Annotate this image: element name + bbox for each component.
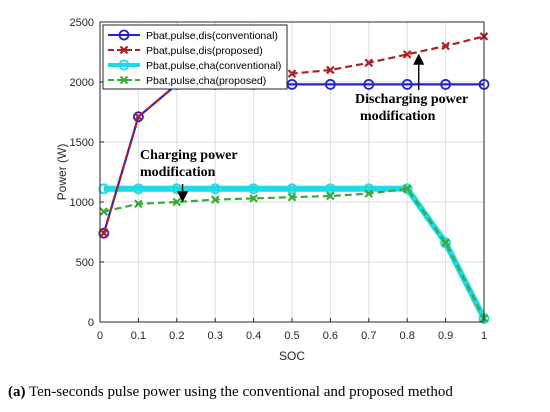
- data-point: [132, 111, 144, 123]
- marker-stroke: [134, 112, 143, 122]
- x-tick-label: 0.1: [131, 330, 146, 342]
- figure-caption: (a) Ten-seconds pulse power using the co…: [8, 384, 548, 401]
- y-tick-label: 2000: [70, 77, 94, 89]
- legend-label: Pbat,pulse,dis(proposed): [146, 45, 263, 57]
- data-point: [364, 189, 374, 198]
- data-point: [364, 58, 374, 68]
- marker-stroke: [119, 75, 129, 85]
- data-point: [134, 199, 143, 209]
- caption-label: (a): [8, 384, 26, 400]
- annotation-text: Discharging power: [355, 92, 468, 107]
- annotations: Discharging power modification Charging po…: [140, 53, 468, 203]
- data-point: [209, 183, 221, 195]
- data-point: [440, 237, 452, 249]
- caption-text: Ten-seconds pulse power using the conven…: [25, 384, 453, 400]
- data-point: [99, 228, 109, 238]
- x-tick-label: 0.3: [208, 330, 223, 342]
- data-point: [287, 192, 297, 202]
- series-line-3: [103, 185, 487, 320]
- marker-stroke: [326, 191, 335, 201]
- marker-stroke: [364, 58, 374, 68]
- data-point: [99, 207, 109, 216]
- x-tick-label: 0: [97, 330, 103, 342]
- data-point: [287, 69, 297, 78]
- marker-stroke: [402, 50, 412, 59]
- marker-stroke: [364, 189, 374, 198]
- marker-stroke: [287, 69, 297, 78]
- x-tick-label: 0.8: [400, 330, 415, 342]
- marker-stroke: [402, 184, 412, 194]
- marker-stroke: [249, 194, 258, 203]
- y-axis-label: Power (W): [55, 144, 69, 201]
- marker-stroke: [99, 207, 109, 216]
- x-tick-label: 0.9: [438, 330, 453, 342]
- tick-labels: 0 0.1 0.2 0.3 0.4 0.5 0.6 0.7 0.8 0.9 1 0 500 1000 150…: [70, 17, 488, 342]
- legend: Pbat,pulse,dis(conventional) Pbat,pulse,d…: [102, 24, 288, 90]
- data-point: [402, 184, 412, 194]
- data-point: [324, 79, 336, 90]
- data-point: [363, 79, 375, 90]
- data-point: [401, 79, 413, 90]
- data-point: [326, 65, 335, 75]
- y-tick-label: 0: [88, 317, 94, 329]
- y-tick-label: 1500: [70, 137, 94, 149]
- x-tick-label: 0.4: [246, 330, 261, 342]
- annotation-text: modification: [140, 165, 216, 180]
- annotation-text: modification: [360, 109, 436, 124]
- data-point: [324, 183, 336, 195]
- data-point: [402, 50, 412, 59]
- marker-stroke: [441, 238, 450, 248]
- annotation-text: Charging power: [140, 148, 238, 163]
- data-point: [210, 195, 220, 204]
- marker-stroke: [99, 228, 109, 238]
- data-point: [98, 227, 110, 239]
- legend-marker: [118, 59, 130, 71]
- marker-stroke: [287, 192, 297, 202]
- marker-stroke: [134, 199, 143, 209]
- data-point: [171, 183, 183, 195]
- legend-label: Pbat,pulse,dis(conventional): [146, 30, 278, 42]
- data-point: [132, 183, 144, 195]
- data-point: [286, 183, 298, 195]
- legend-marker: [118, 29, 130, 41]
- x-tick-label: 0.7: [361, 330, 376, 342]
- marker-stroke: [326, 65, 335, 75]
- data-point: [441, 41, 450, 51]
- x-tick-label: 1: [481, 330, 487, 342]
- data-point: [98, 183, 110, 195]
- marker-stroke: [441, 41, 450, 51]
- legend-marker: [119, 75, 129, 85]
- x-tick-label: 0.5: [284, 330, 299, 342]
- series-group: [98, 32, 490, 324]
- data-point: [441, 238, 450, 248]
- x-tick-label: 0.6: [323, 330, 338, 342]
- data-point: [248, 183, 260, 195]
- plot-frame: [99, 21, 485, 323]
- y-tick-label: 1000: [70, 197, 94, 209]
- data-point: [440, 79, 452, 90]
- data-point: [134, 112, 143, 122]
- y-tick-label: 2500: [70, 17, 94, 29]
- x-axis-label: SOC: [279, 349, 305, 363]
- legend-label: Pbat,pulse,cha(conventional): [146, 60, 281, 72]
- chart: 0 0.1 0.2 0.3 0.4 0.5 0.6 0.7 0.8 0.9 1 0 500 1000 150…: [55, 17, 490, 363]
- y-tick-label: 500: [76, 257, 94, 269]
- marker-stroke: [210, 195, 220, 204]
- data-point: [249, 194, 258, 203]
- data-point: [326, 191, 335, 201]
- legend-label: Pbat,pulse,cha(proposed): [146, 75, 266, 87]
- legend-marker: [119, 45, 129, 55]
- x-tick-label: 0.2: [169, 330, 184, 342]
- marker-stroke: [119, 45, 129, 55]
